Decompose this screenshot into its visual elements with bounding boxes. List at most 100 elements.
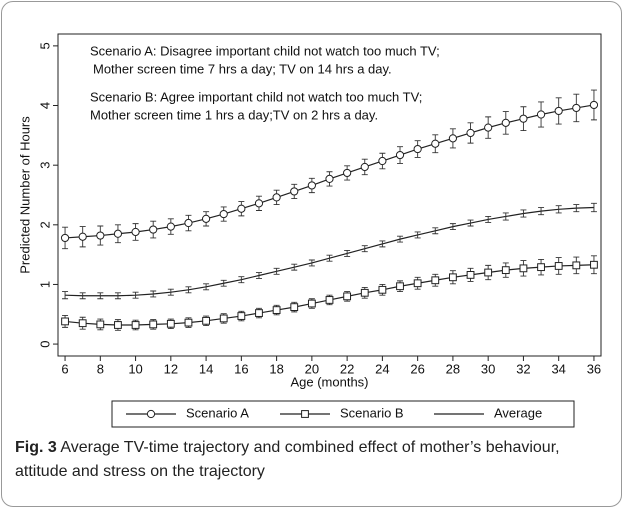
- x-tick-label: 18: [269, 361, 283, 376]
- marker: [113, 229, 123, 238]
- error-bar: [414, 231, 421, 239]
- marker: [537, 263, 545, 272]
- marker: [572, 261, 581, 270]
- marker: [501, 118, 510, 127]
- series-line: [65, 206, 594, 297]
- legend-marker: [146, 409, 156, 419]
- error-bar: [255, 272, 262, 279]
- error-bar: [449, 223, 456, 231]
- legend-label: Average: [494, 405, 542, 420]
- annotation: Scenario A: Disagree important child not…: [90, 43, 440, 58]
- x-tick-label: 28: [446, 361, 460, 376]
- marker: [272, 193, 281, 202]
- error-bar: [79, 292, 86, 300]
- marker: [413, 144, 422, 154]
- marker: [449, 273, 457, 282]
- marker: [325, 296, 334, 304]
- error-bar: [520, 209, 527, 218]
- marker: [201, 214, 211, 223]
- marker: [184, 318, 193, 327]
- marker: [466, 128, 475, 138]
- error-bar: [220, 279, 227, 287]
- marker: [290, 303, 299, 312]
- error-bar: [132, 291, 139, 299]
- legend-marker: [301, 410, 309, 418]
- marker: [484, 268, 493, 277]
- marker: [254, 199, 264, 208]
- marker: [114, 321, 122, 329]
- legend-label: Scenario B: [340, 405, 404, 420]
- marker: [131, 321, 140, 329]
- marker: [60, 233, 70, 243]
- annotation: Mother screen time 7 hrs a day; TV on 14…: [93, 61, 392, 76]
- error-bar: [97, 292, 104, 300]
- marker: [378, 156, 387, 166]
- x-tick-label: 32: [516, 361, 530, 376]
- error-bar: [467, 219, 474, 227]
- error-bar: [185, 286, 192, 294]
- error-bar: [555, 205, 562, 214]
- error-bar: [379, 240, 386, 248]
- y-tick-label: 2: [37, 221, 52, 228]
- error-bar: [114, 292, 121, 300]
- error-bar: [203, 283, 210, 291]
- caption-label: Fig. 3: [15, 439, 57, 456]
- x-tick-label: 16: [234, 361, 248, 376]
- marker: [202, 316, 210, 325]
- marker: [237, 312, 246, 320]
- error-bar: [238, 276, 245, 284]
- marker: [360, 288, 369, 297]
- marker: [519, 114, 528, 123]
- annotation: Mother screen time 1 hrs a day;TV on 2 h…: [90, 107, 378, 122]
- marker: [307, 299, 316, 308]
- marker: [149, 225, 158, 234]
- marker: [343, 292, 352, 301]
- marker: [431, 139, 440, 148]
- legend-label: Scenario A: [186, 405, 249, 420]
- marker: [572, 103, 581, 113]
- x-tick-label: 24: [375, 361, 389, 376]
- marker: [131, 227, 140, 237]
- marker: [395, 150, 405, 160]
- x-axis-label: Age (months): [290, 374, 368, 389]
- marker: [219, 314, 228, 323]
- error-bar: [538, 207, 545, 216]
- error-bar: [590, 202, 597, 213]
- marker: [448, 134, 458, 143]
- error-bar: [167, 288, 174, 296]
- error-bar: [573, 204, 580, 213]
- error-bar: [150, 290, 157, 298]
- x-tick-label: 22: [340, 361, 354, 376]
- x-tick-label: 12: [164, 361, 178, 376]
- marker: [166, 222, 175, 231]
- marker: [466, 271, 475, 279]
- marker: [96, 320, 105, 329]
- marker: [396, 282, 404, 291]
- y-axis-label: Predicted Number of Hours: [17, 116, 32, 274]
- marker: [61, 317, 69, 326]
- marker: [255, 309, 263, 317]
- error-bar: [432, 227, 439, 235]
- error-bar: [344, 250, 351, 257]
- marker: [237, 204, 246, 213]
- y-tick-label: 3: [37, 162, 52, 169]
- marker: [166, 319, 175, 328]
- y-tick-label: 5: [37, 42, 52, 49]
- marker: [290, 187, 299, 196]
- marker: [360, 162, 369, 172]
- y-tick-label: 4: [37, 102, 52, 109]
- marker: [307, 181, 316, 190]
- marker: [343, 168, 352, 178]
- legend-box: [111, 400, 575, 428]
- marker: [325, 174, 334, 183]
- marker: [431, 276, 440, 285]
- caption: Fig. 3 Average TV-time trajectory and co…: [15, 436, 615, 484]
- marker: [589, 100, 599, 110]
- marker: [78, 232, 87, 241]
- error-bar: [308, 259, 315, 267]
- marker: [184, 218, 193, 228]
- marker: [484, 123, 493, 132]
- marker: [78, 319, 87, 328]
- marker: [219, 209, 228, 219]
